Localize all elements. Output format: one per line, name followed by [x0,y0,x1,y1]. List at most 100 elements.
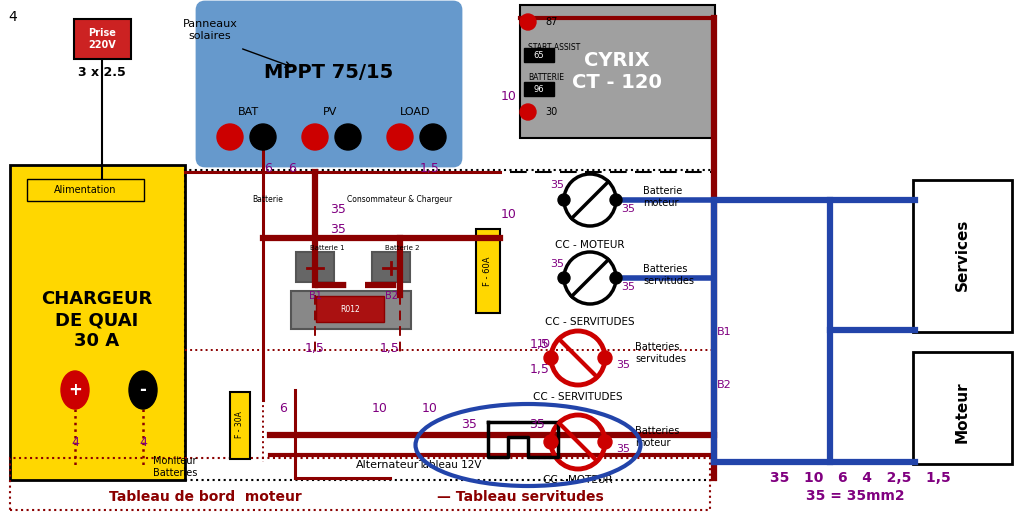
Text: CYRIX
CT - 120: CYRIX CT - 120 [572,51,662,92]
Ellipse shape [61,371,89,409]
FancyBboxPatch shape [524,48,554,62]
Text: Tableau de bord  moteur: Tableau de bord moteur [109,490,301,504]
FancyBboxPatch shape [524,82,554,96]
Text: Batterie
moteur: Batterie moteur [643,186,682,208]
Text: 6: 6 [264,162,272,175]
Text: -: - [139,381,146,399]
FancyBboxPatch shape [372,252,410,282]
Text: Alternateur: Alternateur [356,460,420,470]
Text: B1: B1 [717,327,731,337]
Text: 35 = 35mm2: 35 = 35mm2 [806,489,904,503]
FancyBboxPatch shape [476,229,500,313]
Text: — Tableau servitudes: — Tableau servitudes [436,490,603,504]
Text: Consommateur & Chargeur: Consommateur & Chargeur [347,195,453,204]
Text: 3 x 2.5: 3 x 2.5 [78,66,126,78]
Text: B1: B1 [308,291,322,301]
FancyBboxPatch shape [296,252,334,282]
Circle shape [598,351,612,365]
Circle shape [520,104,536,120]
Text: 30: 30 [545,107,557,117]
Text: Alimentation: Alimentation [53,185,117,195]
Text: 10: 10 [537,339,551,349]
Text: 4: 4 [71,437,79,449]
Text: LOAD: LOAD [399,107,430,117]
Text: Batterie 1: Batterie 1 [310,245,345,251]
Text: START ASSIST: START ASSIST [528,44,581,52]
Circle shape [302,124,328,150]
Text: 1,5: 1,5 [305,342,325,355]
Text: Batterie 2: Batterie 2 [385,245,420,251]
Ellipse shape [129,371,157,409]
Circle shape [387,124,413,150]
Text: CC - MOTEUR: CC - MOTEUR [555,240,625,250]
Text: 35: 35 [550,180,564,190]
Text: 10: 10 [422,402,438,415]
FancyBboxPatch shape [913,352,1012,464]
Text: 35   10   6   4   2,5   1,5: 35 10 6 4 2,5 1,5 [770,471,950,485]
Text: B2: B2 [384,291,397,301]
Text: MPPT 75/15: MPPT 75/15 [264,63,393,82]
Bar [185,170,715,480]
Text: 4: 4 [139,437,146,449]
Text: 35: 35 [529,418,545,431]
Circle shape [544,435,558,449]
Text: Batterie: Batterie [253,195,284,204]
Text: Batteries
servitudes: Batteries servitudes [643,264,694,286]
Text: 10: 10 [501,90,517,103]
Circle shape [610,272,622,284]
Circle shape [217,124,243,150]
FancyBboxPatch shape [291,291,411,329]
Circle shape [544,351,558,365]
Text: +: + [68,381,82,399]
Text: R012: R012 [340,305,359,313]
Text: B2: B2 [717,380,732,390]
Text: 4: 4 [8,10,16,24]
Text: 35: 35 [550,259,564,269]
Circle shape [558,194,570,206]
Text: Tableau 12V: Tableau 12V [418,460,481,470]
Text: SHUNT: SHUNT [330,305,373,315]
Text: Moniteur
Batteries: Moniteur Batteries [153,456,198,478]
Bar [10,458,710,510]
Circle shape [520,14,536,30]
Text: 35: 35 [621,282,635,292]
FancyBboxPatch shape [197,2,461,166]
Text: 1,5: 1,5 [530,338,550,351]
FancyBboxPatch shape [913,180,1012,332]
Circle shape [335,124,361,150]
FancyBboxPatch shape [316,296,384,322]
Text: CC - MOTEUR: CC - MOTEUR [544,475,612,485]
Text: 35: 35 [616,444,630,454]
Text: Services: Services [954,219,970,291]
Circle shape [558,272,570,284]
Text: 10: 10 [372,402,388,415]
Text: 65: 65 [534,50,545,60]
Text: F - 60A: F - 60A [483,256,493,286]
Text: PV: PV [323,107,337,117]
Text: 1,5: 1,5 [380,342,400,355]
Text: BAT: BAT [238,107,259,117]
Text: CHARGEUR
DE QUAI
30 A: CHARGEUR DE QUAI 30 A [41,290,153,350]
Text: 35: 35 [616,360,630,370]
FancyBboxPatch shape [230,392,250,459]
Text: 1,5: 1,5 [530,363,550,376]
Text: CC - SERVITUDES: CC - SERVITUDES [534,392,623,402]
Text: 6: 6 [288,162,296,175]
Text: 96: 96 [534,85,545,93]
FancyBboxPatch shape [10,165,185,480]
Circle shape [598,435,612,449]
Circle shape [250,124,276,150]
Text: 35: 35 [330,223,346,236]
FancyBboxPatch shape [520,5,715,138]
Text: 1,5: 1,5 [420,162,440,175]
Text: 10: 10 [501,208,517,221]
Text: 35: 35 [461,418,477,431]
Text: 6: 6 [280,402,287,415]
Text: Panneaux
solaires: Panneaux solaires [182,19,238,41]
Text: Batteries
moteur: Batteries moteur [635,426,679,448]
Text: CC - SERVITUDES: CC - SERVITUDES [545,317,635,327]
Text: 35: 35 [330,203,346,216]
Text: F - 30A: F - 30A [236,411,245,439]
FancyBboxPatch shape [27,179,144,201]
Text: 87: 87 [545,17,557,27]
